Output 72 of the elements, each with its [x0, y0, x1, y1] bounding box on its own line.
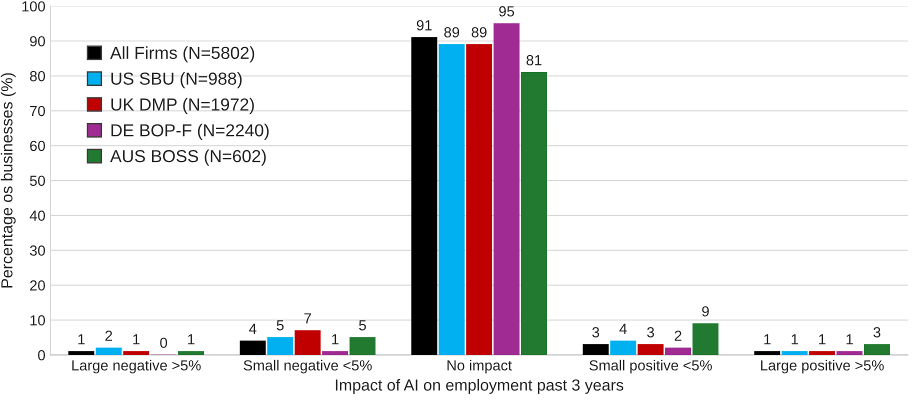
bar — [836, 351, 862, 355]
y-tick-label: 80 — [30, 70, 46, 82]
data-label: 7 — [304, 313, 311, 324]
bar — [438, 44, 465, 355]
data-label: 95 — [499, 6, 514, 17]
bar — [610, 340, 636, 355]
data-label: 9 — [702, 306, 709, 317]
bar — [322, 351, 348, 355]
data-label: 1 — [819, 334, 826, 344]
data-label: 0 — [160, 338, 168, 348]
data-label: 4 — [619, 324, 627, 334]
y-tick-label: 0 — [38, 350, 46, 360]
y-tick-label: 40 — [30, 210, 46, 221]
bar — [68, 351, 94, 355]
bar — [267, 337, 294, 355]
data-label: 2 — [105, 330, 112, 341]
legend-label: All Firms (N=5802) — [110, 46, 254, 62]
y-tick-label: 100 — [22, 1, 46, 12]
data-label: 3 — [592, 327, 600, 338]
y-tick-label: 10 — [30, 315, 46, 326]
y-axis-title: Percentage os businesses (%) — [0, 73, 16, 288]
data-label: 1 — [133, 334, 140, 344]
y-tick-label: 20 — [30, 280, 46, 291]
data-label: 1 — [764, 334, 771, 344]
legend-label: UK DMP (N=1972) — [111, 98, 254, 114]
legend-label: DE BOP-F (N=2240) — [111, 124, 269, 140]
bar — [782, 351, 808, 355]
data-label: 1 — [188, 334, 194, 344]
legend-label: AUS BOSS (N=602) — [110, 150, 266, 166]
data-label: 3 — [647, 327, 654, 338]
bar — [665, 348, 692, 355]
data-label: 1 — [792, 334, 798, 344]
bar — [494, 23, 520, 355]
data-label: 5 — [359, 320, 366, 330]
data-label: 5 — [276, 320, 284, 330]
x-tick-label: Large negative >5% — [72, 360, 201, 374]
bar — [582, 344, 609, 355]
bar — [96, 348, 122, 355]
bar — [294, 330, 321, 355]
x-tick-label: No impact — [448, 360, 512, 374]
bar — [864, 344, 890, 355]
data-label: 4 — [249, 324, 256, 334]
bar — [350, 337, 376, 355]
bar — [692, 323, 718, 355]
y-tick-label: 50 — [30, 176, 46, 186]
bar — [638, 344, 664, 355]
bar — [754, 351, 780, 355]
data-label: 1 — [846, 334, 853, 344]
y-tick-label: 60 — [30, 140, 46, 152]
y-tick-label: 30 — [30, 245, 46, 256]
y-tick-label: 70 — [30, 106, 46, 116]
bar — [240, 340, 266, 355]
legend-label: US SBU (N=988) — [111, 72, 242, 88]
data-label: 3 — [873, 327, 880, 338]
data-label: 1 — [332, 334, 338, 344]
bar — [411, 37, 438, 355]
data-label: 1 — [78, 334, 85, 344]
bar — [466, 44, 492, 355]
bar — [178, 351, 204, 355]
x-tick-label: Large positive >5% — [761, 360, 884, 374]
bar — [123, 351, 150, 355]
x-axis-title: Impact of AI on employment past 3 years — [336, 378, 624, 394]
bar — [809, 351, 836, 355]
x-tick-label: Small negative <5% — [244, 360, 372, 374]
y-tick-label: 90 — [30, 36, 46, 46]
bar — [521, 72, 547, 355]
x-tick-label: Small positive <5% — [589, 360, 712, 374]
data-label: 2 — [674, 330, 682, 341]
data-label: 89 — [444, 27, 460, 38]
data-label: 89 — [472, 27, 487, 38]
data-label: 81 — [526, 55, 542, 66]
data-label: 91 — [416, 20, 432, 30]
